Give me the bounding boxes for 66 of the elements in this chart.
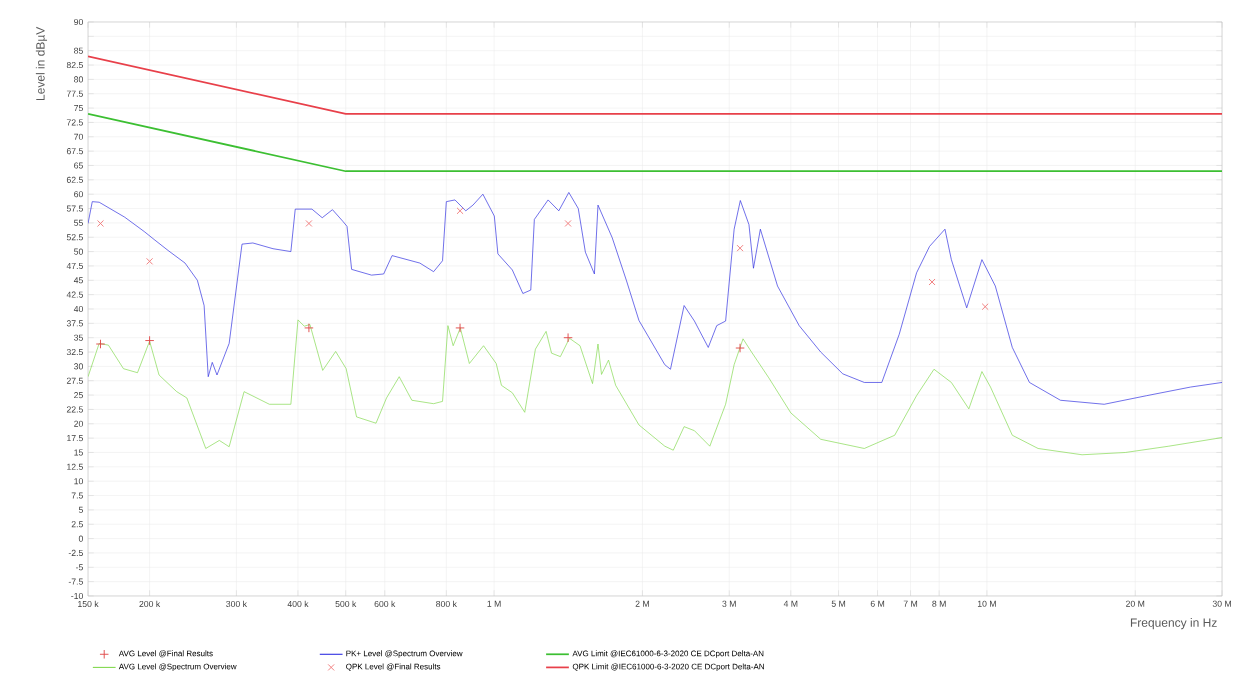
y-tick-label: 65 [74, 162, 83, 169]
y-tick-label: 17.5 [67, 435, 83, 442]
y-tick-label: 60 [74, 191, 83, 198]
y-tick-label: 20 [74, 420, 83, 427]
x-tick-label: 3 M [722, 600, 736, 607]
x-tick-label: 400 k [287, 600, 309, 608]
x-tick-label: 6 M [870, 600, 885, 607]
legend-label: PK+ Level @Spectrum Overview [346, 650, 463, 658]
y-tick-label: 40 [73, 305, 83, 313]
y-tick-label: 47.5 [66, 262, 83, 269]
x-tick-label: 30 M [1212, 600, 1231, 607]
y-tick-label: 52.5 [66, 234, 83, 241]
y-tick-label: 32.5 [66, 348, 83, 356]
y-tick-label: 10 [74, 478, 83, 485]
y-tick-label: 45 [73, 277, 83, 284]
y-tick-label: 62.5 [66, 176, 83, 183]
y-tick-label: -7.5 [68, 578, 83, 585]
y-tick-label: -5 [76, 564, 83, 571]
y-tick-label: 42.5 [66, 291, 83, 298]
legend-label: AVG Level @Spectrum Overview [118, 663, 237, 671]
y-tick-label: 12.5 [67, 463, 83, 470]
legend-label: AVG Level @Final Results [118, 650, 213, 658]
y-tick-label: 85 [74, 47, 83, 54]
y-tick-label: 67.5 [66, 148, 83, 155]
x-tick-label: 20 M [1126, 600, 1145, 607]
x-tick-label: 300 k [226, 600, 247, 608]
x-tick-label: 800 k [436, 600, 457, 608]
y-tick-label: 25 [74, 392, 83, 399]
legend-label: QPK Limit @IEC61000-6-3-2020 CE DCport Delta-AN [572, 663, 764, 671]
x-tick-label: 500 k [335, 600, 357, 608]
x-tick-label: 200 k [139, 600, 161, 608]
y-tick-label: 2.5 [71, 521, 83, 528]
x-tick-label: 600 k [374, 600, 396, 608]
y-tick-label: 50 [74, 248, 83, 255]
y-tick-label: 37.5 [66, 320, 83, 327]
legend-label: AVG Limit @IEC61000-6-3-2020 CE DCport Delta-AN [572, 650, 764, 658]
y-tick-label: 55 [74, 219, 83, 226]
x-tick-label: 8 M [932, 600, 946, 607]
y-tick-label: 7.5 [71, 492, 83, 499]
legend-label: QPK Level @Final Results [346, 663, 441, 671]
y-tick-label: -2.5 [68, 549, 83, 556]
y-tick-label: 90 [74, 18, 83, 26]
x-axis-title: Frequency in Hz [1130, 618, 1217, 630]
y-tick-label: 5 [78, 506, 83, 513]
y-tick-label: 22.5 [66, 406, 83, 413]
y-tick-label: 27.5 [66, 377, 83, 384]
y-axis-title: Level in dBµV [35, 26, 48, 101]
x-tick-label: 7 M [903, 600, 918, 607]
y-tick-label: 82.5 [66, 61, 83, 69]
y-tick-label: 77.5 [66, 90, 83, 97]
x-tick-label: 4 M [783, 600, 798, 607]
x-tick-label: 1 M [487, 600, 501, 607]
y-tick-label: 80 [74, 76, 83, 83]
x-tick-label: 10 M [977, 600, 996, 607]
x-tick-label: 5 M [831, 600, 846, 607]
x-tick-label: 2 M [635, 600, 649, 607]
y-tick-label: 72.5 [66, 119, 83, 126]
y-tick-label: 70 [74, 133, 83, 140]
y-tick-label: 0 [78, 535, 83, 542]
y-tick-label: 57.5 [66, 205, 83, 212]
x-tick-label: 150 k [78, 600, 99, 608]
y-tick-label: 35 [74, 334, 83, 341]
y-tick-label: 75 [74, 105, 83, 112]
y-tick-label: -10 [71, 592, 83, 600]
y-tick-label: 30 [74, 363, 83, 370]
y-tick-label: 15 [74, 449, 83, 456]
